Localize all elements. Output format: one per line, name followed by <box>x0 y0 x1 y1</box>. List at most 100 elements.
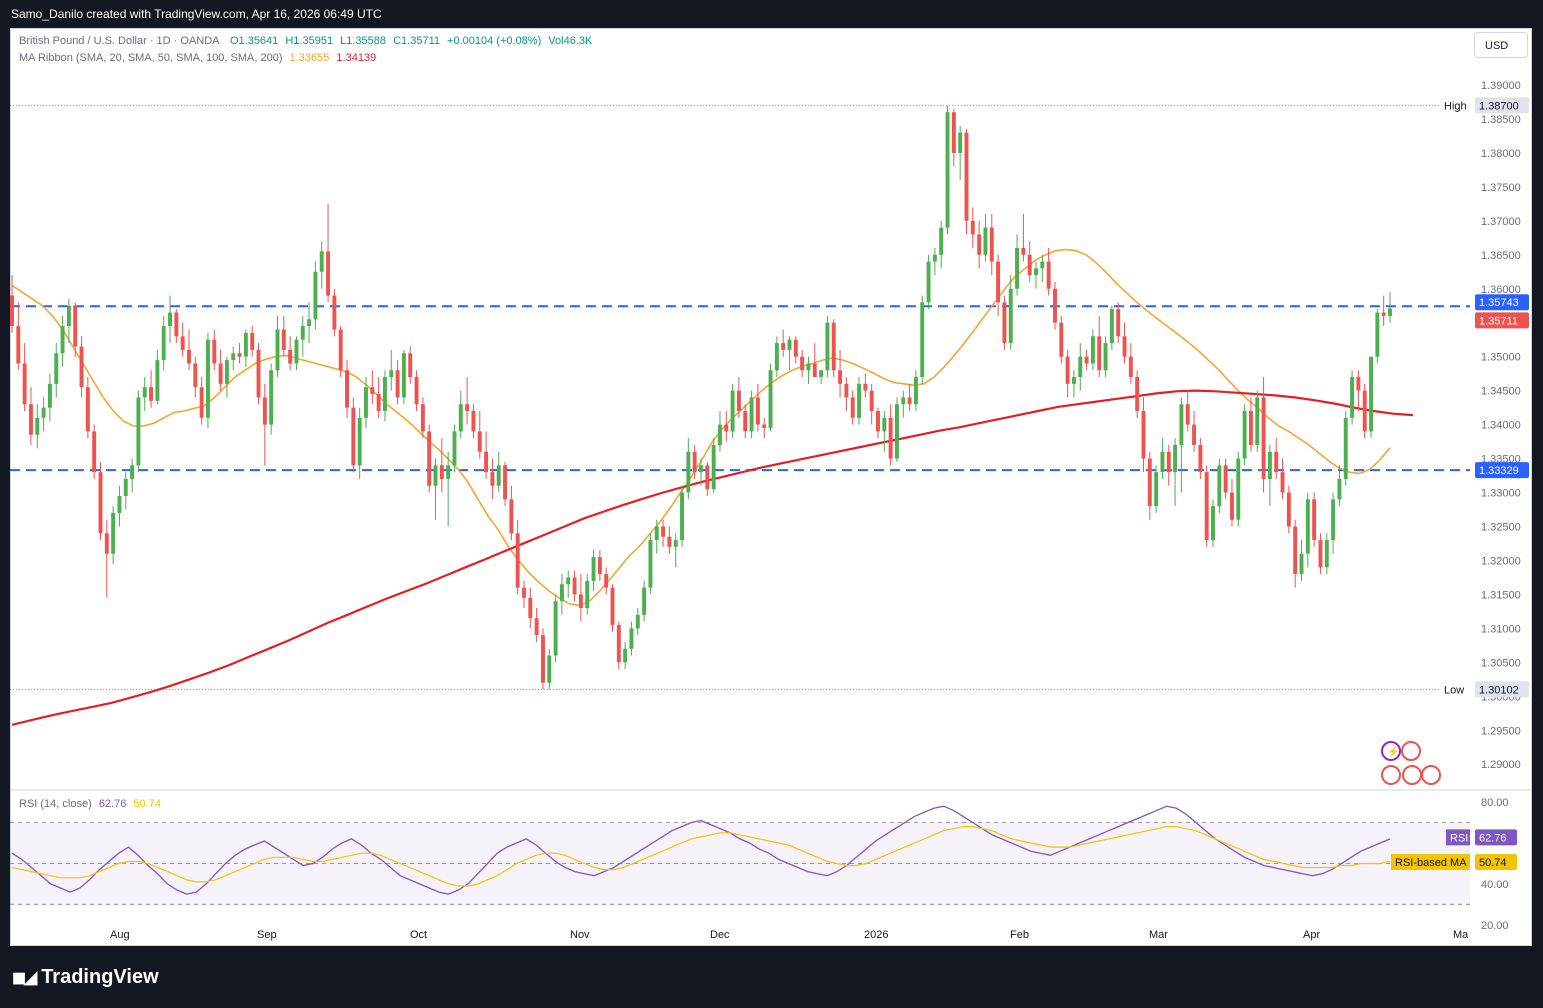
candle-body <box>1192 424 1197 445</box>
level-label-lower: 1.33329 <box>1479 465 1519 477</box>
high-value: H1.35951 <box>285 35 334 47</box>
candle-body <box>774 343 779 371</box>
lightning-glyph: ⚡ <box>1387 745 1399 758</box>
rsi-value-label-box <box>1475 829 1517 846</box>
open-value: O1.35641 <box>229 35 279 47</box>
rsi-tick-label: 40.00 <box>1481 879 1509 891</box>
candle-body <box>439 465 444 479</box>
candle-body <box>66 305 71 327</box>
candle-body <box>180 336 185 350</box>
candle-body <box>1135 377 1140 412</box>
candle-body <box>1211 506 1215 541</box>
level-label-upper-box <box>1475 294 1529 311</box>
high-value-label: 1.38700 <box>1479 100 1519 112</box>
attribution-text: Samo_Danilo created with TradingView.com… <box>11 7 382 21</box>
candle-body <box>1128 356 1133 378</box>
y-tick-label: 1.32500 <box>1481 521 1521 533</box>
rsi-ma-name-tag-box <box>1391 853 1470 870</box>
ma-legend: MA Ribbon (SMA, 20, SMA, 50, SMA, 100, S… <box>19 52 376 64</box>
candle-body <box>326 251 331 296</box>
candle-body <box>553 601 558 656</box>
candle-body <box>41 407 46 418</box>
candle-body <box>345 370 349 408</box>
candle-body <box>256 349 261 398</box>
candle-body <box>1071 377 1076 384</box>
candle-body <box>389 370 394 378</box>
x-tick-label: Sep <box>257 929 277 941</box>
candle-body <box>10 295 14 327</box>
y-tick-label: 1.31000 <box>1481 623 1521 635</box>
high-value-label-box <box>1475 97 1529 114</box>
candle-body <box>882 417 887 432</box>
high-tag: High <box>1444 100 1467 112</box>
candle-body <box>471 411 476 432</box>
x-tick-label: Dec <box>710 929 730 941</box>
candle-body <box>351 407 356 466</box>
rsi-legend-value: 62.76 <box>98 798 127 810</box>
rsi-name-tag-box <box>1446 829 1470 846</box>
x-tick-label: Oct <box>410 929 427 941</box>
candle-body <box>187 349 191 364</box>
candle-body <box>623 648 628 663</box>
candle-body <box>528 597 533 619</box>
candle-body <box>1059 322 1064 357</box>
candle-body <box>142 387 147 398</box>
candle-body <box>281 329 286 350</box>
change-value: +0.00104 (+0.08%) <box>447 35 542 47</box>
candle-body <box>850 397 855 418</box>
uk-flag-icon <box>1381 765 1401 785</box>
x-tick-label: Ma <box>1453 929 1469 941</box>
candle-body <box>566 577 571 585</box>
candle-body <box>319 251 324 272</box>
candle-body <box>1369 356 1373 432</box>
candle-body <box>477 431 482 452</box>
brand-name: TradingView <box>41 966 159 988</box>
ma20-value: 1.33655 <box>289 52 330 64</box>
candle-body <box>1331 499 1336 541</box>
x-tick-label: Aug <box>110 929 130 941</box>
candle-body <box>269 370 274 425</box>
candle-body <box>1362 390 1367 432</box>
rsi-value-label: 62.76 <box>1479 832 1507 844</box>
candle-body <box>458 404 463 432</box>
candle-body <box>1217 465 1222 507</box>
candle-body <box>1356 377 1361 391</box>
low-value-label-box <box>1475 681 1529 698</box>
level-label-upper: 1.35743 <box>1479 297 1519 309</box>
candle-body <box>1109 309 1114 344</box>
candle-body <box>730 390 735 432</box>
candle-body <box>205 339 210 418</box>
candle-body <box>711 444 716 490</box>
ma-label: MA Ribbon (SMA, 20, SMA, 50, SMA, 100, S… <box>19 52 283 64</box>
candle-body <box>894 404 899 459</box>
candle-body <box>243 332 248 357</box>
candle-body <box>54 353 59 384</box>
candle-body <box>1261 397 1266 479</box>
y-tick-label: 1.39000 <box>1481 80 1521 92</box>
y-tick-label: 1.38000 <box>1481 148 1521 160</box>
currency-button[interactable]: USD <box>1474 32 1528 58</box>
candle-body <box>427 431 432 486</box>
candle-body <box>1198 444 1203 473</box>
candle-body <box>762 424 767 428</box>
candle-body <box>29 404 33 435</box>
candle-body <box>648 540 653 588</box>
candle-body <box>1248 411 1253 445</box>
y-tick-label: 1.35000 <box>1481 352 1521 364</box>
candle-body <box>161 326 166 361</box>
y-tick-label: 1.36500 <box>1481 250 1521 262</box>
candle-body <box>212 339 217 364</box>
price-chart[interactable]: 1.39000 1.38500 1.38000 1.37500 1.37000 1.365… <box>10 28 1532 946</box>
y-tick-label: 1.34500 <box>1481 386 1521 398</box>
uk-flag-icon <box>1401 741 1421 761</box>
candle-body <box>237 353 242 357</box>
candle-body <box>123 478 128 496</box>
uk-flag-icon <box>1421 765 1441 785</box>
tradingview-logo[interactable]: ◼◢ TradingView <box>12 966 159 989</box>
candle-body <box>989 227 994 262</box>
candle-body <box>1154 472 1159 507</box>
candle-body <box>168 312 172 327</box>
candle-body <box>60 326 65 354</box>
y-tick-label: 1.37000 <box>1481 216 1521 228</box>
candle-body <box>1122 336 1127 357</box>
